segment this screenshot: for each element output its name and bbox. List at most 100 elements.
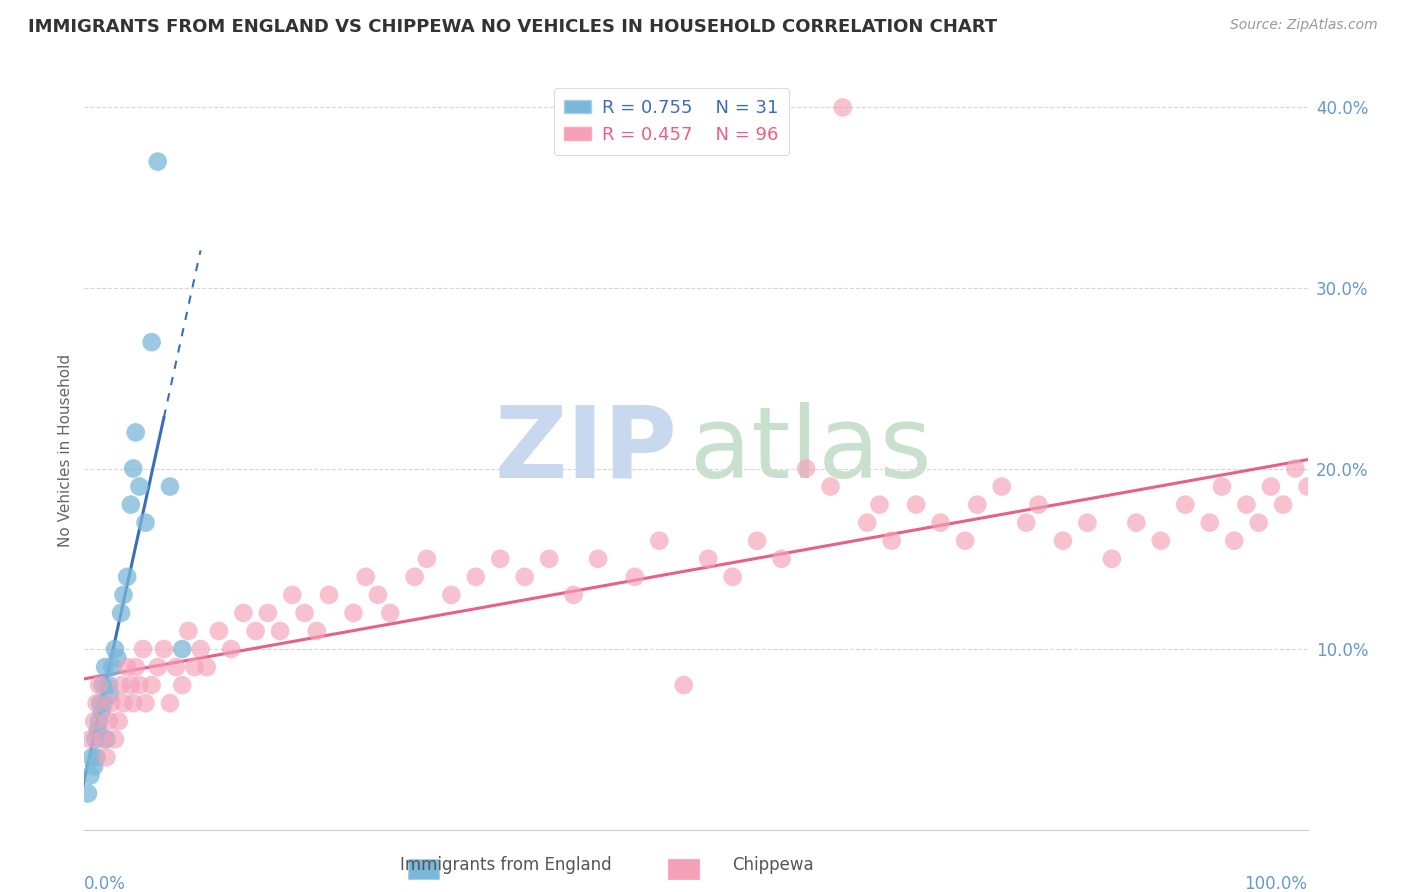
Point [87,678,110,692]
Point [219,642,242,657]
Point [880,533,903,548]
Point [97,678,120,692]
Point [135,696,157,710]
Legend: R = 0.755    N = 31, R = 0.457    N = 96: R = 0.755 N = 31, R = 0.457 N = 96 [554,88,790,154]
Point [1320,479,1343,493]
Point [120,678,142,692]
Point [97,714,120,729]
Point [87,714,110,729]
Point [440,588,463,602]
Point [1015,516,1038,530]
Point [195,660,218,674]
Point [380,606,402,620]
Point [1272,498,1295,512]
Point [83,759,105,773]
Point [721,570,744,584]
Point [112,588,135,602]
Point [101,660,124,674]
Point [820,479,842,493]
Y-axis label: No Vehicles in Household: No Vehicles in Household [58,354,73,547]
Point [953,533,976,548]
Point [172,642,194,657]
Point [538,551,561,566]
Point [115,570,138,584]
Point [294,606,316,620]
Point [1296,479,1319,493]
Point [1358,479,1381,493]
Point [1382,461,1405,475]
Point [100,696,122,710]
Point [79,768,101,782]
Point [93,696,115,710]
Point [96,732,118,747]
Point [115,660,138,674]
Point [208,624,231,638]
Point [1260,479,1282,493]
Point [991,479,1014,493]
Point [91,678,114,692]
Point [1198,516,1220,530]
Point [1028,498,1050,512]
Point [80,750,103,764]
Point [648,533,671,548]
Point [1395,479,1406,493]
Point [141,335,163,350]
Point [1333,498,1355,512]
Point [107,714,129,729]
Point [104,732,127,747]
Point [122,461,145,475]
Point [159,479,181,493]
Point [87,723,110,738]
Point [404,570,426,584]
Point [1052,533,1074,548]
Point [562,588,585,602]
Point [146,660,169,674]
Point [929,516,952,530]
Point [318,588,340,602]
Point [367,588,389,602]
Point [342,606,364,620]
Point [869,498,891,512]
Point [794,461,817,475]
Point [1174,498,1197,512]
Text: atlas: atlas [690,402,932,499]
Point [77,787,100,801]
Point [105,651,128,665]
Point [90,705,112,719]
Point [98,687,121,701]
Point [110,606,132,620]
Point [1247,516,1270,530]
Point [1211,479,1233,493]
Text: 100.0%: 100.0% [1244,875,1308,892]
Point [245,624,267,638]
Point [128,479,150,493]
Point [120,498,142,512]
Point [1150,533,1173,548]
Point [96,750,118,764]
Point [1236,498,1258,512]
Point [183,660,205,674]
Point [1309,516,1331,530]
Point [747,533,769,548]
Point [770,551,793,566]
Point [831,100,853,114]
Point [125,660,148,674]
Point [464,570,486,584]
Point [1346,461,1368,475]
Point [84,732,107,747]
Point [86,750,108,764]
Point [856,516,879,530]
Point [354,570,377,584]
Point [697,551,720,566]
Point [966,498,988,512]
Point [153,642,176,657]
Point [122,696,145,710]
Point [159,696,181,710]
Point [104,642,127,657]
Point [905,498,928,512]
Point [1101,551,1123,566]
Point [94,660,117,674]
Point [305,624,328,638]
Point [489,551,512,566]
Point [128,678,150,692]
